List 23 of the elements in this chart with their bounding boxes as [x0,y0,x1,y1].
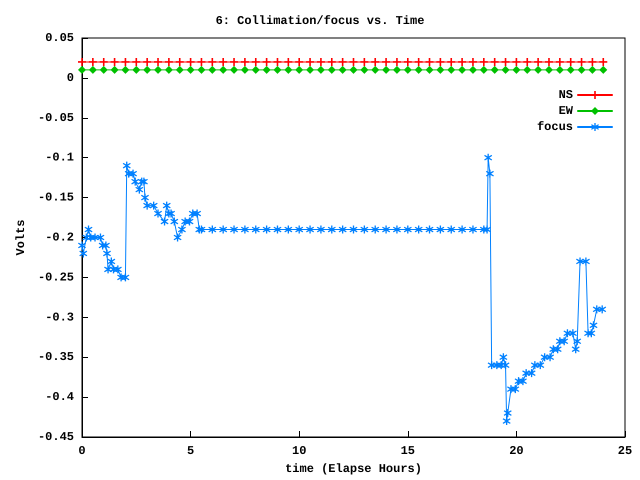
x-tick-label: 25 [618,444,632,458]
y-tick-label: -0.35 [38,350,74,364]
y-tick-label: -0.3 [45,310,74,324]
legend-label: EW [558,104,574,118]
y-tick-label: 0 [66,70,74,85]
y-tick-label: -0.1 [45,150,74,165]
y-tick-label: -0.4 [45,390,74,404]
x-axis-title: time (Elapse Hours) [285,462,422,476]
y-tick-label: -0.15 [38,190,74,205]
chart-title: 6: Collimation/focus vs. Time [216,14,424,28]
y-tick-label: -0.45 [38,430,74,444]
y-tick-label: 0.05 [45,31,74,45]
y-tick-label: -0.2 [45,230,74,244]
legend-label: focus [536,120,573,134]
x-tick-label: 15 [400,444,416,458]
x-tick-label: 5 [187,444,194,458]
y-tick-label: -0.05 [38,110,74,125]
x-tick-label: 0 [78,444,86,458]
x-tick-label: 20 [509,444,524,458]
y-tick-label: -0.25 [38,270,74,284]
x-tick-label: 10 [292,444,306,458]
legend-label: NS [558,88,573,102]
y-axis-title: Volts [14,219,28,256]
